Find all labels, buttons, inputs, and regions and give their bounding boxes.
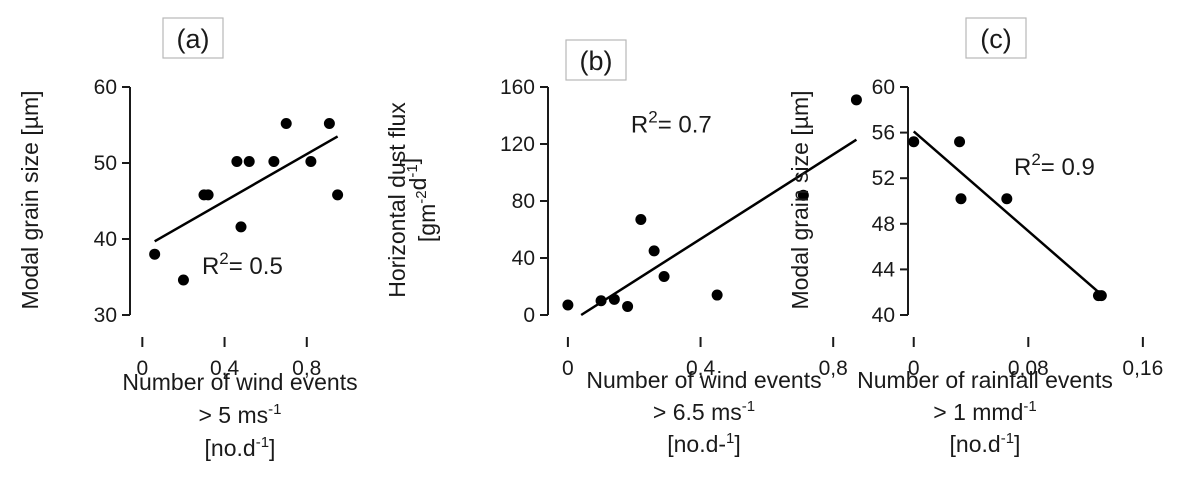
- y-tick-label: 40: [94, 228, 117, 251]
- y-tick-label: 0: [523, 304, 535, 327]
- data-point: [280, 117, 292, 129]
- regression-line: [154, 135, 339, 243]
- data-point: [622, 300, 634, 312]
- panel-label: (c): [980, 24, 1011, 54]
- panel-c: (c) 40 44 48 52 56 60 0 0,08 0,16 R2= 0.9 Modal gra…: [787, 17, 1163, 457]
- x-axis-unit: [no.d-1]: [667, 430, 741, 457]
- x-axis-unit: [no.d-1]: [950, 430, 1021, 457]
- x-axis-threshold: > 5 ms-1: [198, 401, 281, 428]
- regression-line: [912, 130, 1101, 295]
- panel-b: (b) 0 40 80 120 160 0 0,4 0,8 R2= 0.7 Horizontal d…: [384, 39, 862, 457]
- data-point: [658, 271, 670, 283]
- data-point: [243, 155, 255, 167]
- y-axis-label: Modal grain size [µm]: [787, 90, 813, 309]
- y-tick-label: 48: [872, 213, 895, 236]
- panel-a: (a) 30 40 50 60 0 0,4 0,8 R2= 0.5 Modal grain siz…: [17, 17, 358, 461]
- data-point: [231, 155, 243, 167]
- data-point: [268, 155, 280, 167]
- y-tick-label: 56: [872, 122, 895, 145]
- x-tick-label: 0,4: [686, 357, 716, 380]
- data-point: [323, 117, 335, 129]
- y-tick-label: 40: [872, 304, 895, 327]
- x-tick-label: 0: [908, 357, 920, 380]
- panel-label: (a): [177, 24, 210, 54]
- panel-label-box: [162, 17, 224, 59]
- data-point: [177, 274, 189, 286]
- y-tick-label: 160: [500, 76, 535, 99]
- data-point: [202, 189, 214, 201]
- data-point: [595, 295, 607, 307]
- x-axis-label: Number of wind events: [586, 367, 821, 393]
- y-tick-label: 80: [512, 190, 535, 213]
- y-axis-label: Horizontal dust flux: [384, 102, 410, 298]
- data-point: [149, 248, 161, 260]
- data-point: [955, 193, 967, 205]
- y-tick-label: 52: [872, 167, 895, 190]
- data-point: [797, 189, 809, 201]
- r-squared-annotation: R2= 0.7: [631, 108, 712, 139]
- panel-label-box: [565, 39, 627, 81]
- y-tick-label: 40: [512, 247, 535, 270]
- x-tick-label: 0: [562, 357, 574, 380]
- x-axis-threshold: > 1 mmd-1: [933, 398, 1036, 425]
- y-tick-label: 60: [94, 76, 117, 99]
- x-axis-unit: [no.d-1]: [205, 434, 276, 461]
- x-axis-label: Number of wind events: [122, 369, 357, 395]
- x-tick-label: 0,8: [819, 357, 848, 380]
- x-tick-label: 0: [136, 357, 148, 380]
- data-point: [954, 136, 966, 148]
- panel-label-box: [965, 17, 1027, 59]
- y-tick-label: 44: [872, 258, 896, 281]
- panel-label: (b): [580, 46, 613, 76]
- x-tick-label: 0,08: [1008, 357, 1049, 380]
- x-tick-label: 0,4: [210, 357, 240, 380]
- data-point: [608, 293, 620, 305]
- data-point: [711, 289, 723, 301]
- x-axis-label: Number of rainfall events: [857, 367, 1113, 393]
- y-tick-label: 120: [500, 133, 535, 156]
- data-point: [332, 189, 344, 201]
- x-axis-threshold: > 6.5 ms-1: [653, 398, 755, 425]
- y-axis-unit: [gm-2d-1]: [396, 158, 440, 242]
- y-tick-label: 30: [94, 304, 117, 327]
- data-point: [850, 94, 862, 106]
- data-point: [1001, 193, 1013, 205]
- data-point: [908, 136, 920, 148]
- data-point: [635, 214, 647, 226]
- data-point: [1095, 290, 1107, 302]
- data-point: [305, 155, 317, 167]
- data-point: [235, 221, 247, 233]
- data-point: [562, 299, 574, 311]
- y-tick-label: 50: [94, 152, 117, 175]
- x-tick-label: 0,8: [292, 357, 321, 380]
- r-squared-annotation: R2= 0.5: [202, 249, 283, 280]
- data-point: [648, 245, 660, 257]
- regression-line: [580, 138, 858, 317]
- y-axis-label: Modal grain size [µm]: [17, 90, 43, 309]
- r-squared-annotation: R2= 0.9: [1014, 150, 1095, 181]
- x-tick-label: 0,16: [1122, 357, 1163, 380]
- y-tick-label: 60: [872, 76, 895, 99]
